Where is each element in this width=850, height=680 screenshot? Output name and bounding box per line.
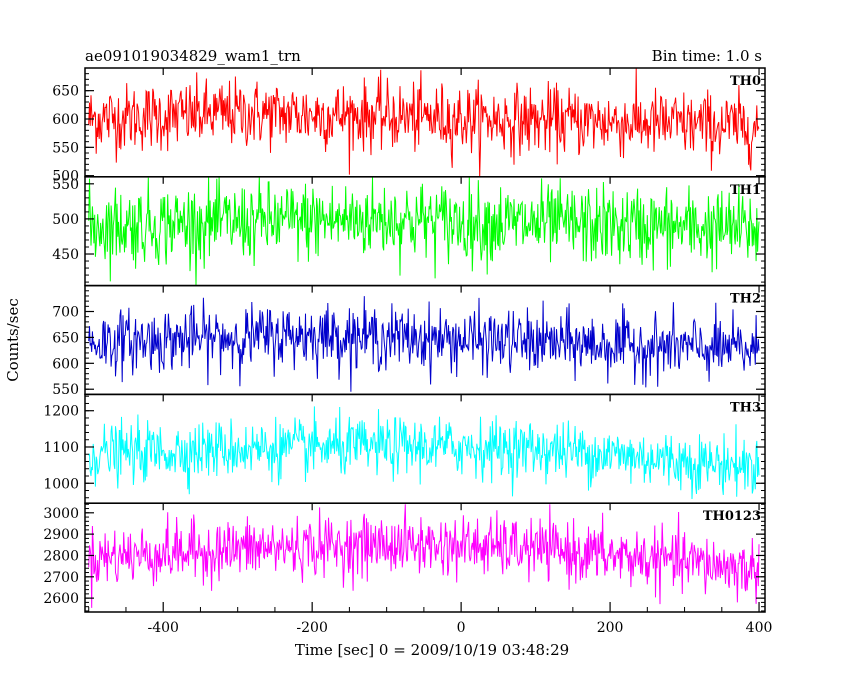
- panel-label: TH0123: [703, 509, 761, 524]
- x-tick-label: 200: [597, 620, 624, 636]
- y-tick-label: 700: [52, 305, 79, 321]
- panel-label: TH3: [730, 400, 761, 415]
- y-axis-label: Counts/sec: [4, 298, 22, 382]
- chart-title-left: ae091019034829_wam1_trn: [85, 47, 301, 65]
- series-line-th3: [88, 406, 760, 500]
- y-tick-label: 1200: [43, 404, 79, 420]
- y-tick-label: 600: [52, 112, 79, 128]
- panel-th0: 500 550 600 650 TH0: [52, 67, 766, 185]
- panel-label: TH0: [730, 74, 761, 89]
- y-tick-label: 2800: [43, 548, 79, 564]
- panel-label: TH2: [730, 292, 761, 307]
- x-axis: -400 -200 0 200 400: [88, 68, 773, 636]
- panel-frame: [84, 502, 766, 613]
- y-tick-label: 1100: [43, 440, 79, 456]
- panel-th3: 1000 1100 1200 TH3: [43, 393, 766, 504]
- x-tick-label: 400: [746, 620, 773, 636]
- series-line-th0: [88, 67, 760, 177]
- series-line-th1: [88, 176, 760, 286]
- series-line-th0123: [88, 504, 760, 608]
- y-tick-label: 550: [52, 140, 79, 156]
- y-tick-label: 550: [52, 177, 79, 193]
- y-tick-label: 450: [52, 247, 79, 263]
- panel-th1: 450 500 550 TH1: [52, 176, 766, 287]
- x-tick-label: -200: [296, 620, 327, 636]
- y-tick-label: 2600: [43, 591, 79, 607]
- panel-label: TH1: [730, 183, 761, 198]
- y-tick-label: 550: [52, 382, 79, 398]
- y-tick-label: 2700: [43, 570, 79, 586]
- y-tick-label: 500: [52, 212, 79, 228]
- y-tick-label: 1000: [43, 476, 79, 492]
- x-axis-label: Time [sec] 0 = 2009/10/19 03:48:29: [295, 641, 569, 659]
- x-tick-label: -400: [147, 620, 178, 636]
- y-tick-label: 500: [52, 169, 79, 185]
- panel-th0123: 2600 2700 2800 2900 3000 TH0123: [43, 502, 766, 613]
- y-tick-label: 600: [52, 356, 79, 372]
- chart-title-right: Bin time: 1.0 s: [652, 47, 762, 65]
- x-tick-label: 0: [457, 620, 466, 636]
- y-tick-label: 650: [52, 84, 79, 100]
- y-tick-label: 3000: [43, 506, 79, 522]
- panel-th2: 550 600 650 700 TH2: [52, 284, 766, 398]
- y-tick-label: 2900: [43, 527, 79, 543]
- series-line-th2: [88, 296, 760, 392]
- y-tick-label: 650: [52, 330, 79, 346]
